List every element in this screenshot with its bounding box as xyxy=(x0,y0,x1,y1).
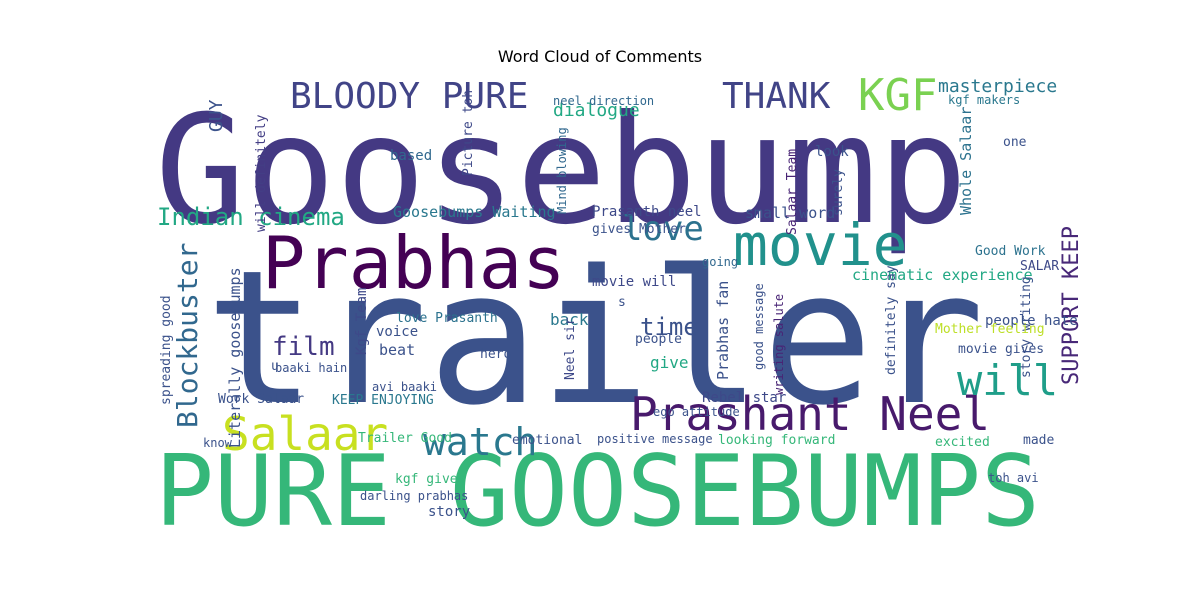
word-rebel-star: Rebel star xyxy=(702,390,786,406)
word-back: back xyxy=(550,310,589,329)
word-give: give xyxy=(650,353,689,372)
word-excited: excited xyxy=(935,435,990,450)
word-mother-feeling: Mother feeling xyxy=(935,322,1045,337)
word-s: s xyxy=(618,295,626,310)
word-time: time xyxy=(640,313,698,341)
word-ego-attitude: ego attitude xyxy=(653,405,740,419)
word-toh-avi: toh avi xyxy=(988,471,1039,485)
word-definitely-say: definitely say xyxy=(884,265,899,375)
word-love-prasanth: love Prasanth xyxy=(396,311,498,326)
word-avi-baaki: avi baaki xyxy=(372,380,437,394)
word-trailer-good: Trailer Good xyxy=(358,431,452,446)
word-prasanth-neel: Prasanth neel xyxy=(592,204,702,220)
word-prashant-neel: Prashant Neel xyxy=(630,387,990,441)
word-blockbuster: Blockbuster xyxy=(171,243,204,428)
word-gives-mother: gives Mother xyxy=(592,222,686,237)
word-kgf-makers: kgf makers xyxy=(948,93,1020,107)
word-film: film xyxy=(272,332,335,362)
word-goosebumps-waiting: Goosebumps Waiting xyxy=(393,203,556,221)
word-will-definitely: will definitely xyxy=(254,114,269,232)
word-movie-will: movie will xyxy=(592,274,676,290)
chart-title: Word Cloud of Comments xyxy=(497,47,703,66)
word-kgf-team: Kgf Team xyxy=(354,288,370,355)
word-one: one xyxy=(1003,135,1027,150)
word-goosebump: Goosebump xyxy=(155,84,968,258)
word-neel-direction: neel direction xyxy=(553,94,654,108)
word-will: will xyxy=(957,356,1058,405)
word-story-writing: story writing xyxy=(1019,276,1034,378)
word-thank: THANK xyxy=(722,76,831,117)
word-mind-blowing: Mind blowing xyxy=(555,127,569,214)
word-surely: surely xyxy=(831,169,846,216)
word-u: u xyxy=(271,359,279,374)
word-love: love xyxy=(622,209,704,249)
word-work-salaar: Work Salaar xyxy=(218,392,304,407)
word-people: people xyxy=(635,332,682,347)
word-made: made xyxy=(1023,433,1054,448)
word-kgf: KGF xyxy=(858,70,937,121)
word-dialogue: dialogue xyxy=(553,100,640,121)
word-watch: watch xyxy=(423,420,537,464)
word-salaar: Salaar xyxy=(222,407,388,461)
word-masterpiece: masterpiece xyxy=(938,76,1057,97)
word-story: story xyxy=(428,504,470,520)
word-hero: hero xyxy=(480,347,511,362)
word-keep-enjoying: KEEP ENJOYING xyxy=(332,393,434,408)
word-bloody-pure: BLOODY PURE xyxy=(290,76,528,117)
word-indian-cinema: Indian cinema xyxy=(157,203,345,231)
word-trailer: trailer xyxy=(205,230,985,446)
word-people-hate: people hate xyxy=(985,313,1078,329)
word-looking-forward: looking forward xyxy=(718,433,835,448)
word-positive-message: positive message xyxy=(597,432,713,446)
word-based: based xyxy=(390,148,432,164)
word-picture-toh: Picture toh xyxy=(461,90,476,176)
word-beat: beat xyxy=(379,341,415,359)
word-emotional: emotional xyxy=(512,433,582,448)
word-prabhas-fan: Prabhas fan xyxy=(714,281,732,380)
word-cinematic-experience: cinematic experience xyxy=(852,266,1033,284)
word-literally-goosebumps: Literally goosebumps xyxy=(226,267,244,448)
word-good-message: good message xyxy=(752,283,766,370)
word-pure-goosebumps: PURE GOOSEBUMPS xyxy=(155,435,1040,549)
word-movie: movie xyxy=(733,211,908,279)
word-guy: GUY xyxy=(206,99,227,132)
word-salar: SALAR xyxy=(1020,259,1059,274)
word-whole-salaar: Whole Salaar xyxy=(957,107,975,215)
word-prabhas: Prabhas xyxy=(262,221,565,305)
word-good-work: Good Work xyxy=(975,244,1046,259)
word-spreading-good: spreading good xyxy=(159,295,174,405)
word-baaki-hain: baaki hain xyxy=(275,361,347,375)
word-small-word: small word xyxy=(745,204,835,222)
word-movie-gives: movie gives xyxy=(958,342,1044,357)
word-darling-prabhas: darling prabhas xyxy=(360,489,468,503)
word-voice: voice xyxy=(376,324,418,340)
word-writing-salute: writing salute xyxy=(772,294,786,395)
word-neel-sir: Neel sir xyxy=(563,317,578,380)
word-kgf-gives: kgf gives xyxy=(395,472,465,487)
word-look: look xyxy=(815,144,849,160)
word-know: know xyxy=(203,436,233,450)
word-salaar-team: Salaar Team xyxy=(785,149,800,235)
word-support-keep: SUPPORT KEEP xyxy=(1059,226,1084,385)
word-going: going xyxy=(702,255,738,269)
